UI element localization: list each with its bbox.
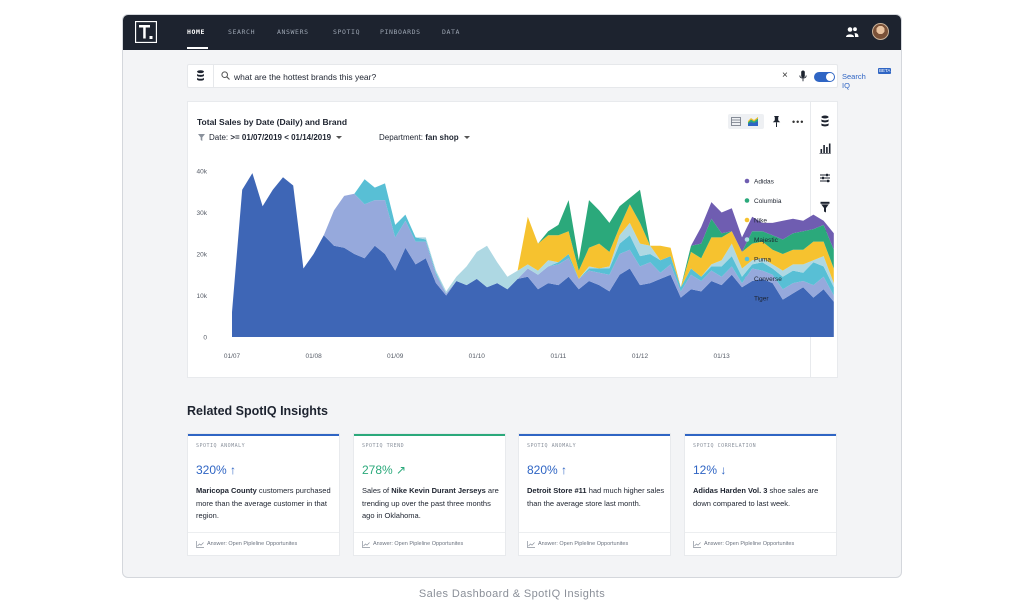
chevron-down-icon [336, 136, 343, 140]
insight-footer[interactable]: Answer: Open Pipleline Opportunites [685, 532, 836, 556]
thoughtspot-logo[interactable] [135, 21, 157, 43]
funnel-icon[interactable] [819, 201, 831, 213]
insight-type: SPOTIQ CORRELATION [693, 443, 757, 449]
insight-footer[interactable]: Answer: Open Pipleline Opportunites [188, 532, 339, 556]
insight-text-bold: Maricopa County [196, 486, 257, 495]
pin-icon[interactable] [772, 116, 781, 127]
nav-active-indicator [187, 47, 208, 49]
insight-text-bold: Nike Kevin Durant Jerseys [391, 486, 486, 495]
insight-type: SPOTIQ TREND [362, 443, 405, 449]
search-iq-toggle[interactable] [814, 72, 835, 82]
search-input[interactable] [234, 70, 694, 83]
date-filter[interactable]: Date: >= 01/07/2019 < 01/14/2019 [209, 133, 343, 142]
top-navigation: HOME SEARCH ANSWERS SPOTIQ PINBOARDS DAT… [123, 15, 901, 50]
nav-answers[interactable]: ANSWERS [277, 28, 309, 36]
microphone-icon[interactable] [799, 70, 807, 82]
trend-arrow-icon: ↓ [720, 463, 727, 477]
insight-text-rest: shoe sales are down compared to last wee… [693, 486, 819, 508]
insight-card[interactable]: SPOTIQ ANOMALY 820% ↑ Detroit Store #11 ha… [518, 433, 671, 556]
search-icon [221, 71, 230, 80]
search-iq-label[interactable]: Search IQ [842, 72, 866, 90]
sliders-icon[interactable] [819, 172, 831, 184]
department-filter-label: Department: [379, 133, 424, 142]
beta-badge: BETA [878, 68, 892, 74]
insight-percent: 820% [527, 463, 558, 477]
insight-text-bold: Adidas Harden Vol. 3 [693, 486, 768, 495]
insight-accent-bar [685, 434, 836, 436]
people-icon[interactable] [845, 26, 859, 38]
info-icon[interactable] [819, 229, 831, 241]
insight-card[interactable]: SPOTIQ TREND 278% ↗ Sales of Nike Kevin Du… [353, 433, 506, 556]
related-insights-title: Related SpotIQ Insights [187, 404, 328, 418]
insight-description: Detroit Store #11 had much higher sales … [527, 485, 665, 510]
bar-chart-icon[interactable] [819, 142, 831, 154]
area-chart-icon[interactable] [748, 117, 758, 126]
insight-footer[interactable]: Answer: Open Pipleline Opportunites [354, 532, 505, 556]
insight-card[interactable]: SPOTIQ ANOMALY 320% ↑ Maricopa County cust… [187, 433, 340, 556]
insight-answer-link[interactable]: Answer: Open Pipleline Opportunites [538, 541, 629, 547]
insight-accent-bar [188, 434, 339, 436]
trend-arrow-icon: ↗ [396, 463, 407, 477]
insight-answer-link[interactable]: Answer: Open Pipleline Opportunites [207, 541, 298, 547]
insight-percent: 12% [693, 463, 718, 477]
insight-text-bold: Detroit Store #11 [527, 486, 587, 495]
database-icon[interactable] [819, 115, 831, 127]
trend-arrow-icon: ↑ [561, 463, 568, 477]
insight-text-rest: customers purchased more than the averag… [196, 486, 331, 520]
filter-icon [198, 134, 205, 141]
page-caption: Sales Dashboard & SpotIQ Insights [418, 588, 606, 600]
chart-icon [527, 541, 535, 548]
insight-value: 12% ↓ [693, 463, 726, 477]
insight-percent: 278% [362, 463, 393, 477]
nav-home[interactable]: HOME [187, 28, 206, 36]
trend-arrow-icon: ↑ [230, 463, 237, 477]
insight-answer-link[interactable]: Answer: Open Pipleline Opportunites [373, 541, 464, 547]
nav-search[interactable]: SEARCH [228, 28, 256, 36]
insight-value: 820% ↑ [527, 463, 567, 477]
date-filter-value: >= 01/07/2019 < 01/14/2019 [230, 133, 332, 142]
insight-accent-bar [519, 434, 670, 436]
nav-data[interactable]: DATA [442, 28, 461, 36]
insight-percent: 320% [196, 463, 227, 477]
nav-pinboards[interactable]: PINBOARDS [380, 28, 421, 36]
insight-description: Adidas Harden Vol. 3 shoe sales are down… [693, 485, 831, 510]
chart-card: Total Sales by Date (Daily) and Brand Da… [187, 101, 838, 378]
chart-icon [693, 541, 701, 548]
insight-text-rest: had much higher sales than the average s… [527, 486, 665, 508]
insight-description: Maricopa County customers purchased more… [196, 485, 334, 523]
user-avatar[interactable] [872, 23, 889, 40]
insight-type: SPOTIQ ANOMALY [527, 443, 577, 449]
insight-description: Sales of Nike Kevin Durant Jerseys are t… [362, 485, 500, 523]
chart-icon [362, 541, 370, 548]
insight-footer[interactable]: Answer: Open Pipleline Opportunites [519, 532, 670, 556]
clear-icon[interactable]: × [782, 70, 788, 81]
date-filter-label: Date: [209, 133, 229, 142]
insight-answer-link[interactable]: Answer: Open Pipleline Opportunites [704, 541, 795, 547]
insight-value: 278% ↗ [362, 463, 406, 477]
chart-title: Total Sales by Date (Daily) and Brand [197, 117, 348, 127]
chevron-down-icon [463, 136, 470, 140]
insight-type: SPOTIQ ANOMALY [196, 443, 246, 449]
database-icon[interactable] [188, 65, 214, 87]
search-bar: × Search IQ BETA [187, 64, 892, 90]
chart-side-toolbar [810, 101, 838, 378]
more-options-icon[interactable]: ••• [792, 117, 805, 127]
insight-text-rest: are trending up over the past three mont… [362, 486, 499, 520]
insight-card[interactable]: SPOTIQ CORRELATION 12% ↓ Adidas Harden Vol… [684, 433, 837, 556]
table-icon[interactable] [731, 117, 741, 126]
insight-accent-bar [354, 434, 505, 436]
app-window: HOME SEARCH ANSWERS SPOTIQ PINBOARDS DAT… [122, 14, 902, 578]
nav-spotiq[interactable]: SPOTIQ [333, 28, 361, 36]
chart-icon [196, 541, 204, 548]
department-filter-value: fan shop [425, 133, 459, 142]
toggle-knob [826, 73, 834, 81]
insight-value: 320% ↑ [196, 463, 236, 477]
insight-text-pre: Sales of [362, 486, 392, 495]
viz-type-switch [728, 114, 764, 129]
department-filter[interactable]: Department: fan shop [379, 133, 470, 142]
